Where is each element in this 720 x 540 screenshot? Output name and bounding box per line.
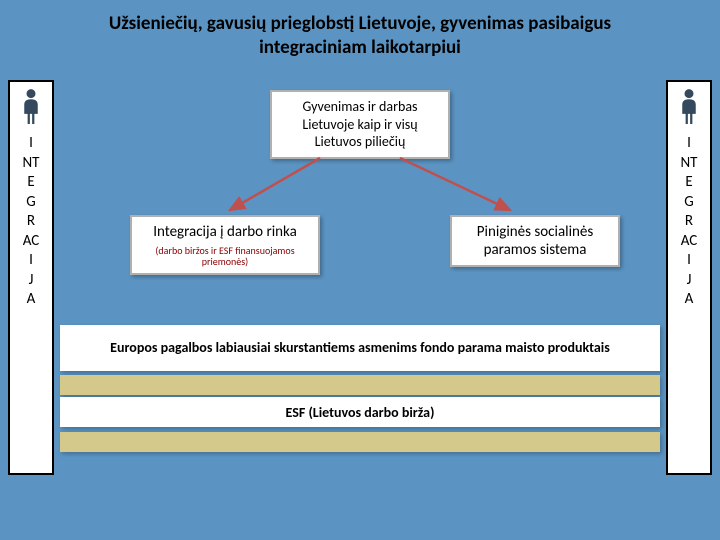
box-social-support: Piniginės socialinės paramos sistema bbox=[450, 215, 620, 267]
box-social-support-main: Piniginės socialinės paramos sistema bbox=[460, 223, 610, 259]
box-integration-sub: (darbo biržos ir ESF finansuojamos priem… bbox=[140, 245, 310, 267]
bar-esf: ESF (Lietuvos darbo birža) bbox=[60, 397, 660, 427]
person-icon bbox=[675, 88, 703, 124]
pillar-text-right: INTEGRACIJA bbox=[681, 134, 698, 310]
pillar-right: INTEGRACIJA bbox=[666, 80, 712, 475]
arrows bbox=[0, 0, 720, 540]
bar-europos: Europos pagalbos labiausiai skurstantiem… bbox=[60, 325, 660, 371]
pillar-left: INTEGRACIJA bbox=[8, 80, 54, 475]
box-integration-main: Integracija į darbo rinka bbox=[140, 223, 310, 241]
person-icon bbox=[17, 88, 45, 124]
box-integration: Integracija į darbo rinka (darbo biržos … bbox=[130, 215, 320, 275]
top-box: Gyvenimas ir darbas Lietuvoje kaip ir vi… bbox=[270, 90, 450, 159]
pillar-text-left: INTEGRACIJA bbox=[23, 134, 40, 310]
yellow-strip-1 bbox=[60, 375, 660, 395]
page-title: Užsieniečių, gavusių prieglobstį Lietuvo… bbox=[0, 12, 720, 60]
yellow-strip-2 bbox=[60, 432, 660, 452]
